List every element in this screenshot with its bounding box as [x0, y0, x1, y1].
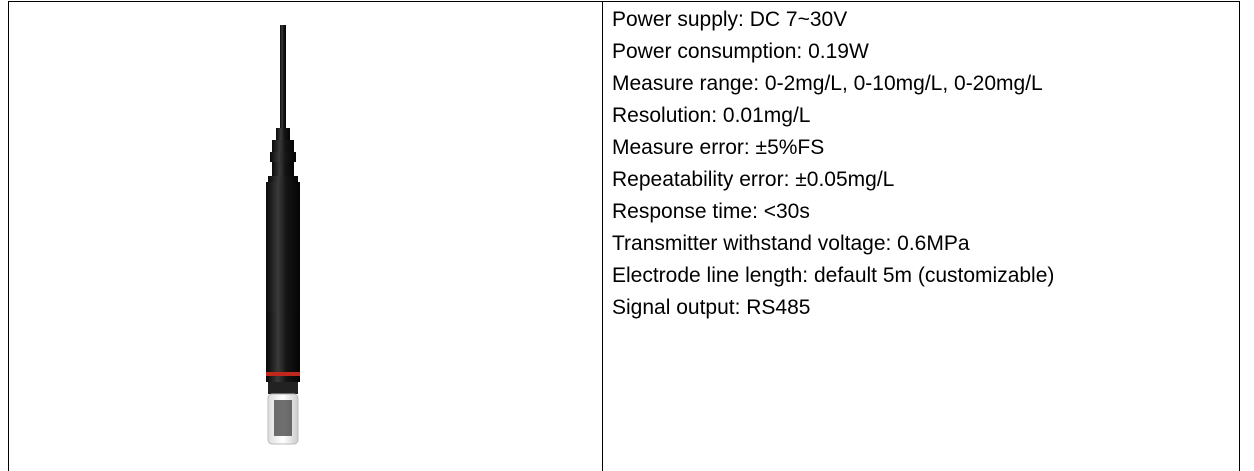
spec-line: Electrode line length: default 5m (custo…	[612, 260, 1054, 292]
spec-line: Repeatability error: ±0.05mg/L	[612, 164, 1054, 196]
sensor-image	[200, 10, 370, 460]
spec-line: Signal output: RS485	[612, 292, 1054, 324]
spec-line: Measure range: 0-2mg/L, 0-10mg/L, 0-20mg…	[612, 68, 1054, 100]
spec-line: Transmitter withstand voltage: 0.6MPa	[612, 228, 1054, 260]
spec-line: Resolution: 0.01mg/L	[612, 100, 1054, 132]
spec-line: Response time: <30s	[612, 196, 1054, 228]
cell-divider	[602, 1, 603, 471]
spec-line: Power consumption: 0.19W	[612, 36, 1054, 68]
spec-line: Measure error: ±5%FS	[612, 132, 1054, 164]
spec-line: Power supply: DC 7~30V	[612, 4, 1054, 36]
